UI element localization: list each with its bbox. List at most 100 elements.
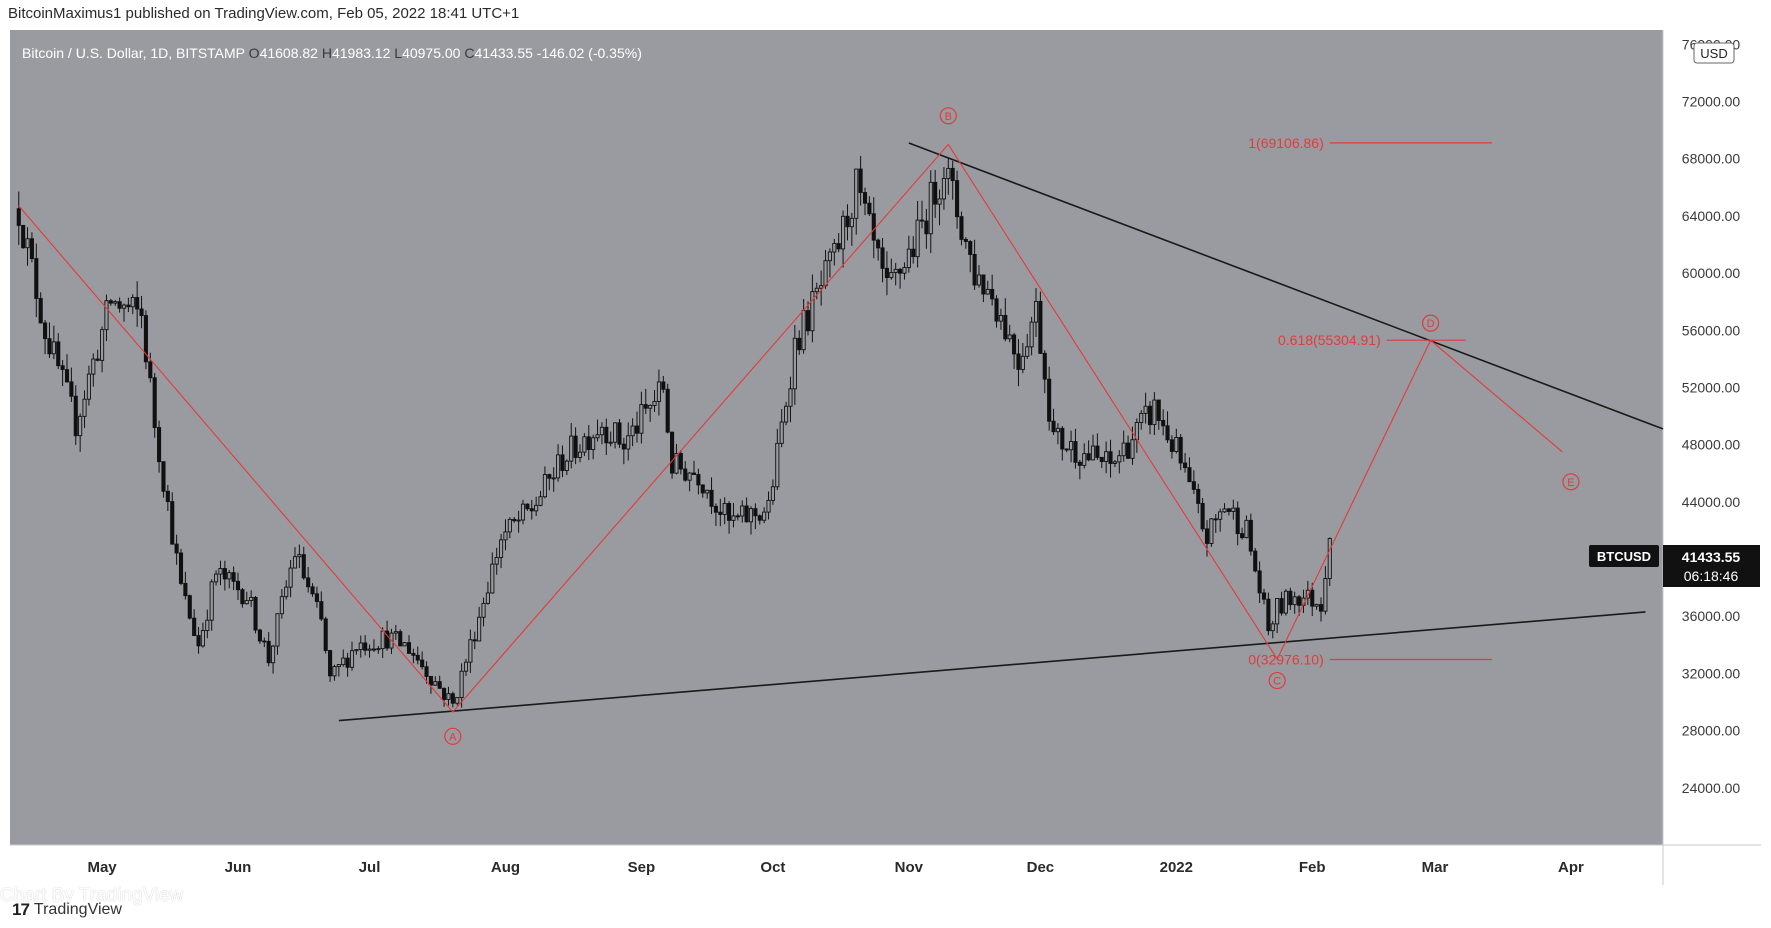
candle-body	[490, 563, 495, 594]
candle-body	[762, 511, 767, 521]
candle-body	[161, 461, 166, 492]
candle-body	[104, 300, 109, 331]
candle-body	[634, 425, 640, 434]
candle-body	[165, 490, 170, 503]
candle-body	[599, 426, 604, 436]
candle-body	[376, 648, 381, 651]
candle-body	[174, 543, 179, 554]
candle-body	[95, 358, 100, 361]
candle-body	[82, 398, 87, 417]
candle-body	[1288, 590, 1293, 606]
candle-body	[713, 505, 718, 513]
footer-brand[interactable]: 17 TradingView	[12, 900, 122, 920]
candle-body	[608, 441, 613, 444]
candle-body	[871, 213, 876, 241]
candle-body	[516, 519, 521, 522]
candle-body	[845, 215, 850, 228]
candle-body	[200, 630, 205, 647]
price-tick-label: 64000.00	[1682, 208, 1741, 224]
price-tick-label: 60000.00	[1682, 265, 1741, 281]
candle-body	[591, 437, 596, 451]
candle-body	[1196, 488, 1201, 504]
candle-body	[735, 515, 740, 518]
candle-body	[345, 657, 350, 668]
candle-body	[1007, 334, 1012, 340]
candle-body	[906, 248, 911, 268]
candle-body	[538, 496, 543, 506]
candle-body	[271, 645, 276, 664]
chart-watermark: Chart By TradingView	[0, 885, 184, 906]
candle-body	[862, 192, 868, 204]
candle-body	[306, 577, 311, 588]
candle-body	[170, 501, 175, 545]
candle-body	[1060, 427, 1065, 450]
wave-label-b: B	[945, 111, 952, 123]
candle-body	[209, 581, 214, 621]
candle-body	[1130, 439, 1135, 459]
candle-body	[1231, 507, 1236, 512]
candle-body	[152, 377, 157, 428]
candle-body	[976, 274, 982, 286]
wave-labels: A B C D E	[444, 107, 1580, 745]
candle-body	[358, 642, 363, 651]
time-tick-label: Jun	[225, 859, 252, 876]
candle-body	[450, 693, 455, 704]
candle-body	[51, 341, 56, 355]
open-label: O	[249, 45, 260, 61]
candle-body	[415, 654, 420, 661]
candle-body	[801, 310, 806, 351]
candle-body	[428, 676, 433, 686]
candle-body	[494, 557, 499, 565]
brand-name: TradingView	[33, 901, 122, 918]
candle-body	[718, 511, 723, 515]
candle-body	[503, 531, 508, 541]
candle-body	[534, 504, 539, 512]
wave-label-a: A	[449, 731, 457, 743]
candle-body	[696, 474, 701, 486]
price-tick-label: 52000.00	[1682, 379, 1741, 395]
candle-body	[406, 642, 412, 654]
candle-body	[1047, 378, 1052, 422]
candle-body	[187, 595, 192, 619]
wave-label-c: C	[1273, 676, 1281, 688]
candle-body	[1323, 578, 1328, 612]
candle-body	[740, 505, 745, 517]
candle-body	[963, 238, 968, 242]
candle-body	[1029, 321, 1034, 348]
candle-body	[1055, 427, 1060, 433]
candle-body	[323, 618, 328, 651]
currency-badge[interactable]: USD	[1693, 42, 1735, 64]
candle-body	[753, 508, 758, 517]
wave-label-e: E	[1567, 477, 1574, 489]
candle-body	[661, 381, 666, 390]
candle-body	[477, 616, 482, 642]
candle-body	[1178, 437, 1183, 464]
candle-body	[709, 489, 714, 507]
candle-body	[455, 697, 460, 704]
candle-body	[354, 649, 359, 652]
trendline-group	[338, 142, 1664, 722]
candle-body	[858, 168, 863, 193]
candle-body	[525, 503, 530, 510]
symbol-tag-label: BTCUSD	[1597, 549, 1651, 564]
candle-body	[950, 167, 955, 182]
candle-body	[656, 381, 661, 402]
candle-body	[1270, 623, 1275, 632]
candle-body	[648, 405, 653, 409]
candle-body	[336, 664, 341, 668]
candle-body	[919, 219, 925, 222]
candle-body	[47, 338, 52, 355]
time-tick-label: Sep	[628, 859, 656, 876]
candle-body	[468, 639, 473, 663]
candle-body	[257, 629, 262, 642]
candle-body	[968, 241, 973, 255]
candle-body	[371, 648, 376, 651]
candle-body	[349, 650, 355, 668]
candle-body	[148, 361, 153, 379]
trendline-resistance	[908, 142, 1664, 430]
candlestick-series	[16, 155, 1332, 708]
price-tick-label: 36000.00	[1682, 608, 1741, 624]
candle-body	[556, 454, 561, 479]
trendline-support	[338, 611, 1646, 722]
